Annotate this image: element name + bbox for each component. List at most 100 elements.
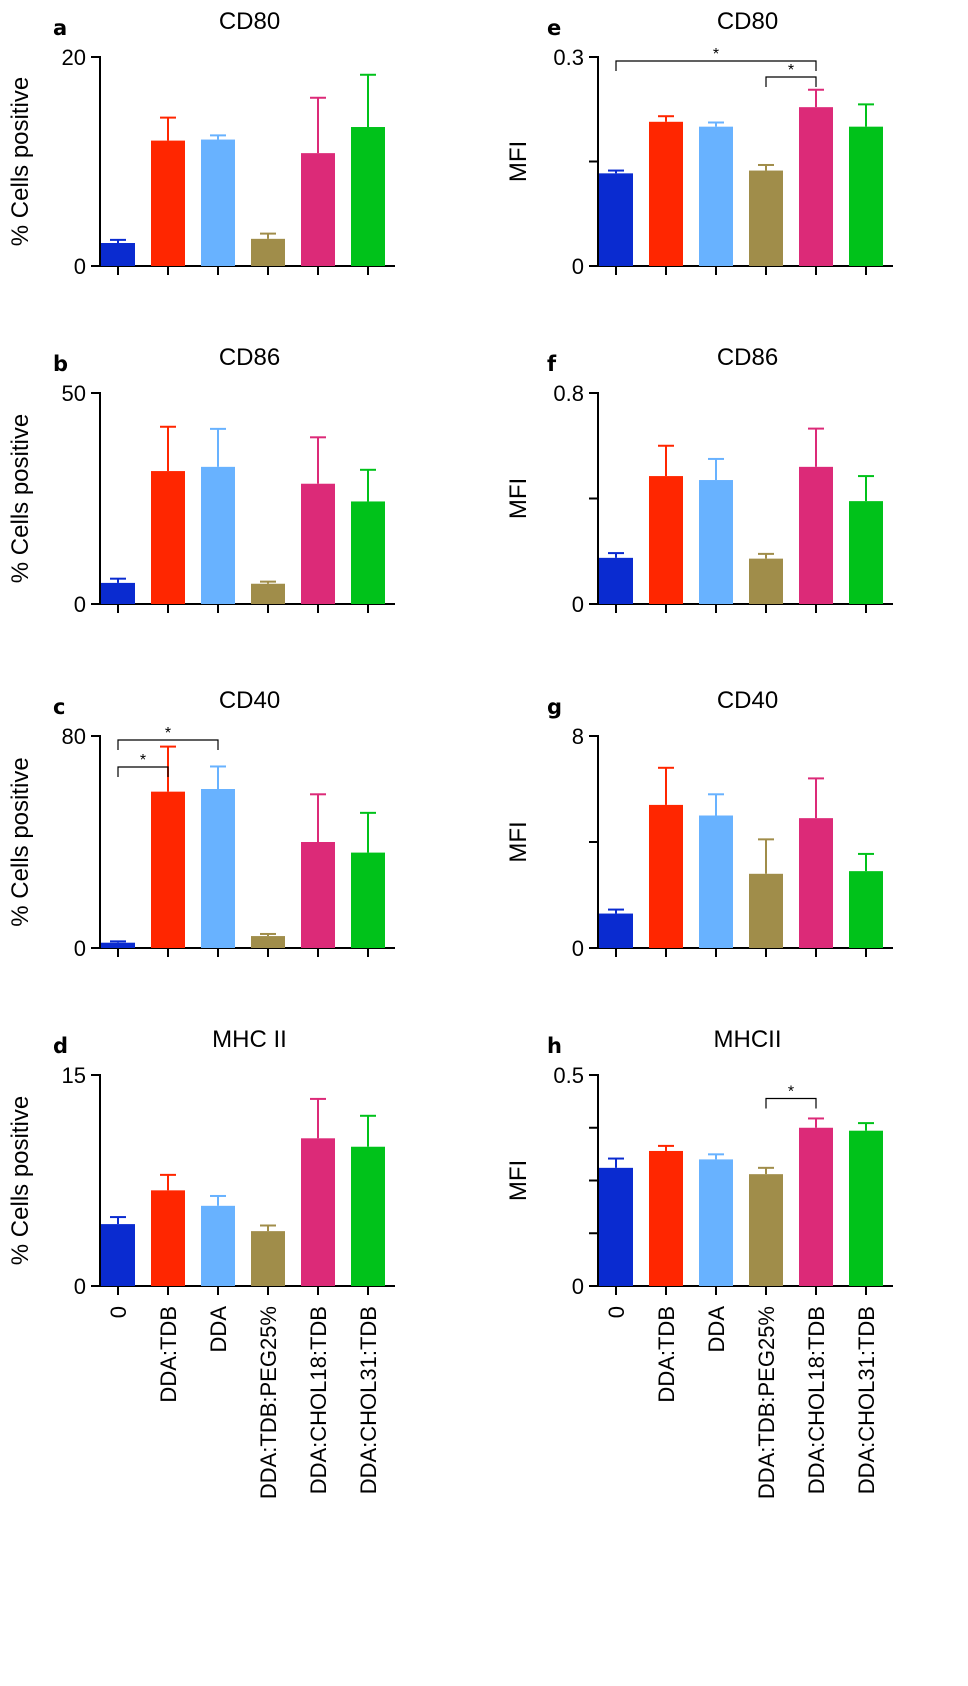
- significance-bracket: [765, 76, 817, 87]
- significance-star: *: [165, 725, 171, 742]
- bar-f-3: [749, 558, 783, 604]
- panel-f: f CD86 MFI 0 0.8: [505, 344, 893, 617]
- bar-b-5: [351, 501, 385, 604]
- y-axis-label: MFI: [505, 821, 532, 862]
- bar-h-2: [699, 1159, 733, 1286]
- panel-c: c CD40 % Cells positive 0 80 * *: [7, 687, 395, 961]
- bar-b-2: [201, 466, 235, 604]
- panel-letter: d: [53, 1034, 68, 1058]
- chart-title: CD40: [717, 687, 778, 714]
- chart-title: MHCII: [714, 1026, 782, 1053]
- y-tick-label: 0: [74, 254, 86, 279]
- x-category-label: DDA:TDB:PEG25%: [256, 1306, 281, 1499]
- bar-e-3: [749, 170, 783, 266]
- bar-d-2: [201, 1205, 235, 1286]
- bar-a-1: [151, 140, 185, 266]
- bar-a-2: [201, 139, 235, 266]
- bar-e-4: [799, 107, 833, 266]
- panel-a: a CD80 % Cells positive 0 20: [7, 8, 395, 279]
- significance-bracket: [765, 1097, 817, 1109]
- y-tick-label: 0: [74, 1274, 86, 1299]
- panel-h: h MHCII MFI 0 0.5 * 0 DDA:TDB DDA DDA:TDB:PEG25% D…: [505, 1026, 893, 1499]
- bar-c-3: [251, 936, 285, 948]
- y-tick-label: 50: [62, 381, 86, 406]
- x-category-label: DDA: [704, 1306, 729, 1353]
- y-tick-label: 15: [62, 1063, 86, 1088]
- panel-letter: h: [547, 1034, 562, 1058]
- chart-title: CD86: [717, 344, 778, 371]
- bar-f-2: [699, 480, 733, 604]
- significance-bracket: [615, 60, 817, 71]
- y-axis-label: % Cells positive: [7, 77, 34, 246]
- y-tick-label: 0: [572, 1274, 584, 1299]
- bar-c-1: [151, 791, 185, 948]
- x-category-label: 0: [604, 1306, 629, 1318]
- panel-letter: b: [53, 352, 68, 376]
- y-axis-label: % Cells positive: [7, 1096, 34, 1265]
- bar-d-3: [251, 1231, 285, 1286]
- chart-title: CD86: [219, 344, 280, 371]
- y-tick-label: 0.5: [553, 1063, 584, 1088]
- x-category-label: DDA:CHOL31:TDB: [356, 1306, 381, 1494]
- bar-h-1: [649, 1150, 683, 1286]
- x-category-label: DDA:TDB: [156, 1306, 181, 1403]
- y-tick-label: 20: [62, 45, 86, 70]
- panel-b: b CD86 % Cells positive 0 50: [7, 344, 395, 617]
- bar-a-4: [301, 153, 335, 266]
- panel-g: g CD40 MFI 0 8: [505, 687, 893, 961]
- chart-title: CD40: [219, 687, 280, 714]
- y-tick-label: 8: [572, 724, 584, 749]
- bar-g-3: [749, 873, 783, 948]
- bar-a-3: [251, 238, 285, 266]
- bar-g-2: [699, 815, 733, 948]
- significance-bracket: [117, 766, 169, 777]
- bar-d-5: [351, 1146, 385, 1286]
- significance-star: *: [788, 1083, 794, 1100]
- x-category-label: DDA:TDB: [654, 1306, 679, 1403]
- panel-letter: a: [53, 16, 67, 40]
- bar-h-5: [849, 1130, 883, 1286]
- y-tick-label: 0: [74, 936, 86, 961]
- panel-e: e CD80 MFI 0 0.3 * *: [505, 8, 893, 279]
- bar-b-1: [151, 471, 185, 604]
- bar-c-2: [201, 789, 235, 948]
- panel-d: d MHC II % Cells positive 0 15 0 DDA:TDB DDA DDA…: [7, 1026, 395, 1499]
- x-category-label: DDA:CHOL18:TDB: [804, 1306, 829, 1494]
- significance-star: *: [140, 752, 146, 769]
- y-tick-label: 0: [572, 254, 584, 279]
- bar-g-4: [799, 818, 833, 948]
- y-tick-label: 0.3: [553, 45, 584, 70]
- y-tick-label: 0: [74, 592, 86, 617]
- y-tick-label: 0: [572, 936, 584, 961]
- bar-g-1: [649, 804, 683, 948]
- bar-b-0: [101, 582, 135, 604]
- bar-d-4: [301, 1138, 335, 1286]
- y-axis-label: MFI: [505, 141, 532, 182]
- x-category-label: DDA:CHOL31:TDB: [854, 1306, 879, 1494]
- y-axis-label: MFI: [505, 1160, 532, 1201]
- chart-title: CD80: [717, 8, 778, 35]
- bar-g-5: [849, 871, 883, 948]
- bar-f-1: [649, 476, 683, 604]
- chart-title: MHC II: [212, 1026, 287, 1053]
- panel-letter: g: [547, 695, 562, 719]
- y-tick-label: 0.8: [553, 381, 584, 406]
- chart-title: CD80: [219, 8, 280, 35]
- bar-f-4: [799, 466, 833, 604]
- bar-f-0: [599, 557, 633, 604]
- bar-b-4: [301, 483, 335, 604]
- bar-h-0: [599, 1167, 633, 1286]
- significance-bracket: [117, 739, 219, 750]
- bar-e-1: [649, 121, 683, 266]
- bar-e-0: [599, 173, 633, 266]
- bar-g-0: [599, 913, 633, 948]
- bar-h-4: [799, 1127, 833, 1286]
- x-category-label: 0: [106, 1306, 131, 1318]
- x-category-label: DDA: [206, 1306, 231, 1353]
- panel-letter: f: [547, 352, 557, 376]
- y-tick-label: 0: [572, 592, 584, 617]
- significance-star: *: [713, 46, 719, 63]
- y-tick-label: 80: [62, 724, 86, 749]
- y-axis-label: MFI: [505, 478, 532, 519]
